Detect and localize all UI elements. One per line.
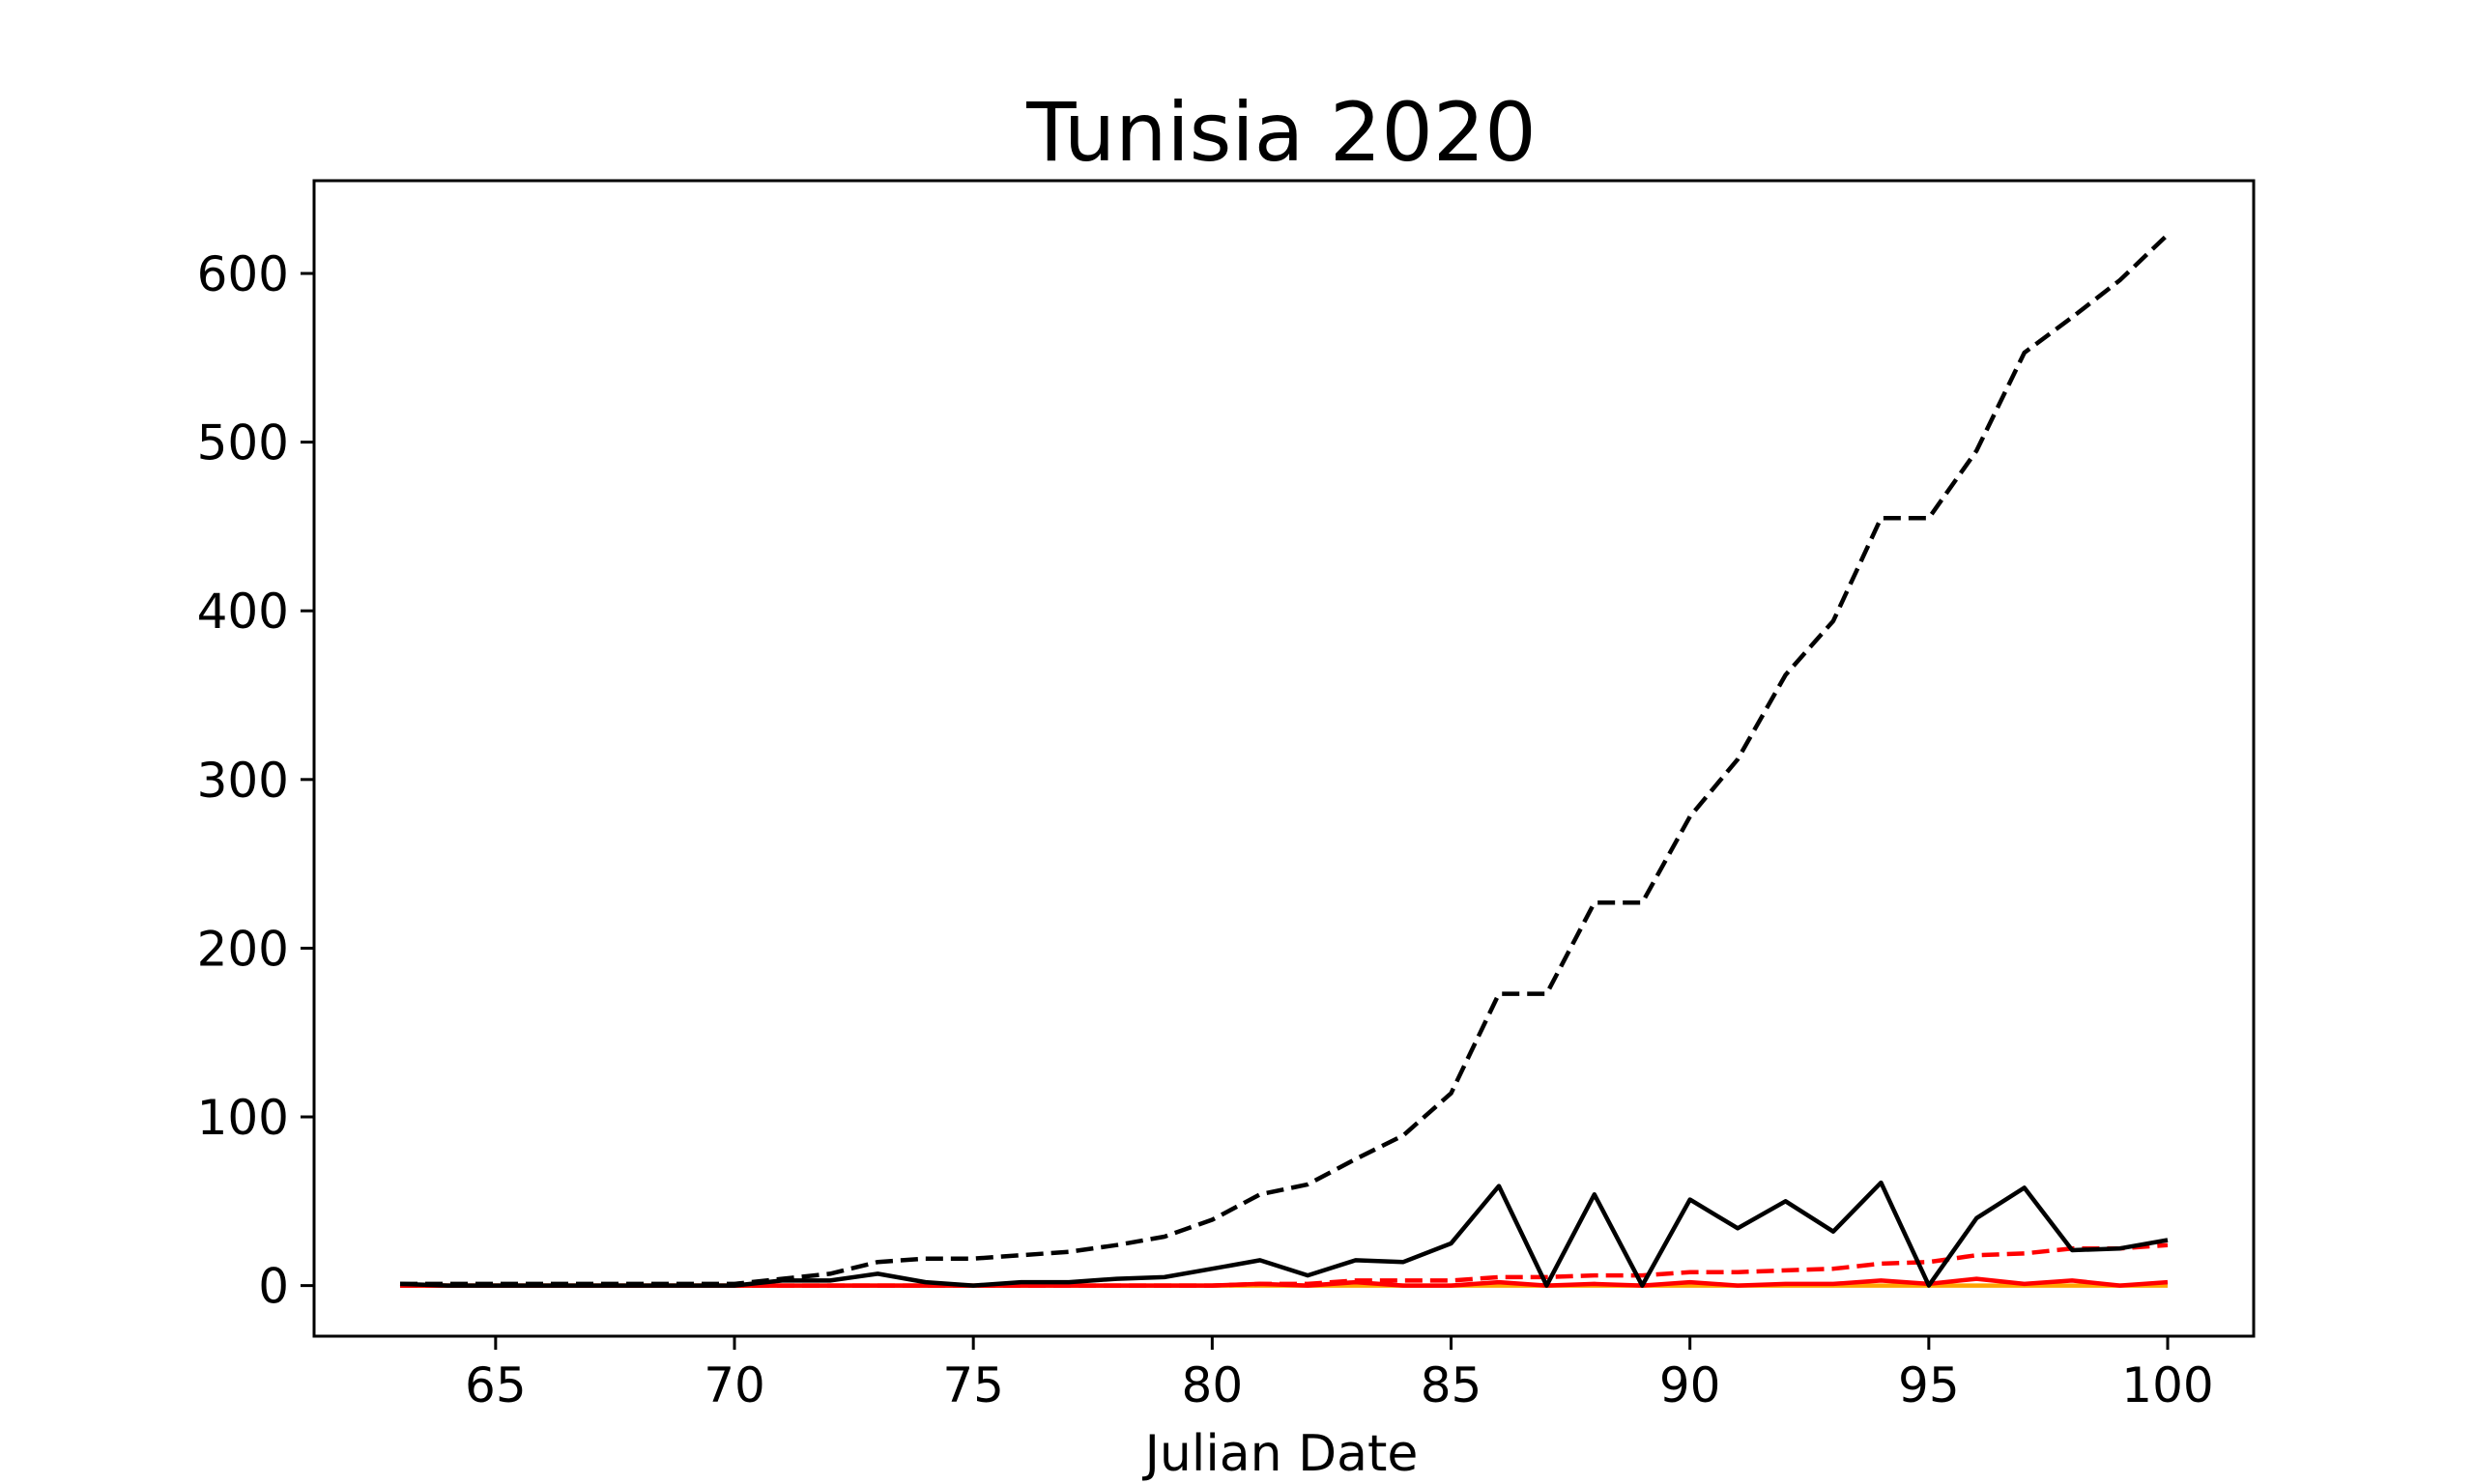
x-axis: 65 70 75 80 85 90 95 100 (465, 1336, 2214, 1413)
x-axis-label: Julian Date (1142, 1425, 1419, 1483)
y-axis: 0 100 200 300 400 500 600 (197, 246, 314, 1315)
y-tick-label: 600 (197, 246, 289, 302)
plot-frame (312, 179, 2256, 1338)
y-tick-label: 100 (197, 1090, 289, 1146)
x-tick-label: 100 (2121, 1357, 2213, 1413)
y-tick-label: 500 (197, 415, 289, 471)
x-tick-label: 85 (1421, 1357, 1482, 1413)
x-tick-label: 80 (1182, 1357, 1244, 1413)
x-tick-label: 65 (465, 1357, 527, 1413)
y-tick-label: 300 (197, 753, 289, 809)
series-line-1 (400, 233, 2170, 1287)
chart-title: Tunisia 2020 (1025, 85, 1536, 180)
series-line-2 (399, 1180, 2169, 1288)
y-tick-label: 200 (197, 921, 289, 977)
series-line-3 (400, 1242, 2169, 1288)
y-tick-label: 0 (258, 1259, 289, 1315)
x-tick-label: 70 (704, 1357, 765, 1413)
x-tick-label: 95 (1898, 1357, 1960, 1413)
series-layer (399, 233, 2170, 1288)
x-tick-label: 75 (942, 1357, 1004, 1413)
y-tick-label: 400 (197, 584, 289, 640)
x-tick-label: 90 (1659, 1357, 1721, 1413)
